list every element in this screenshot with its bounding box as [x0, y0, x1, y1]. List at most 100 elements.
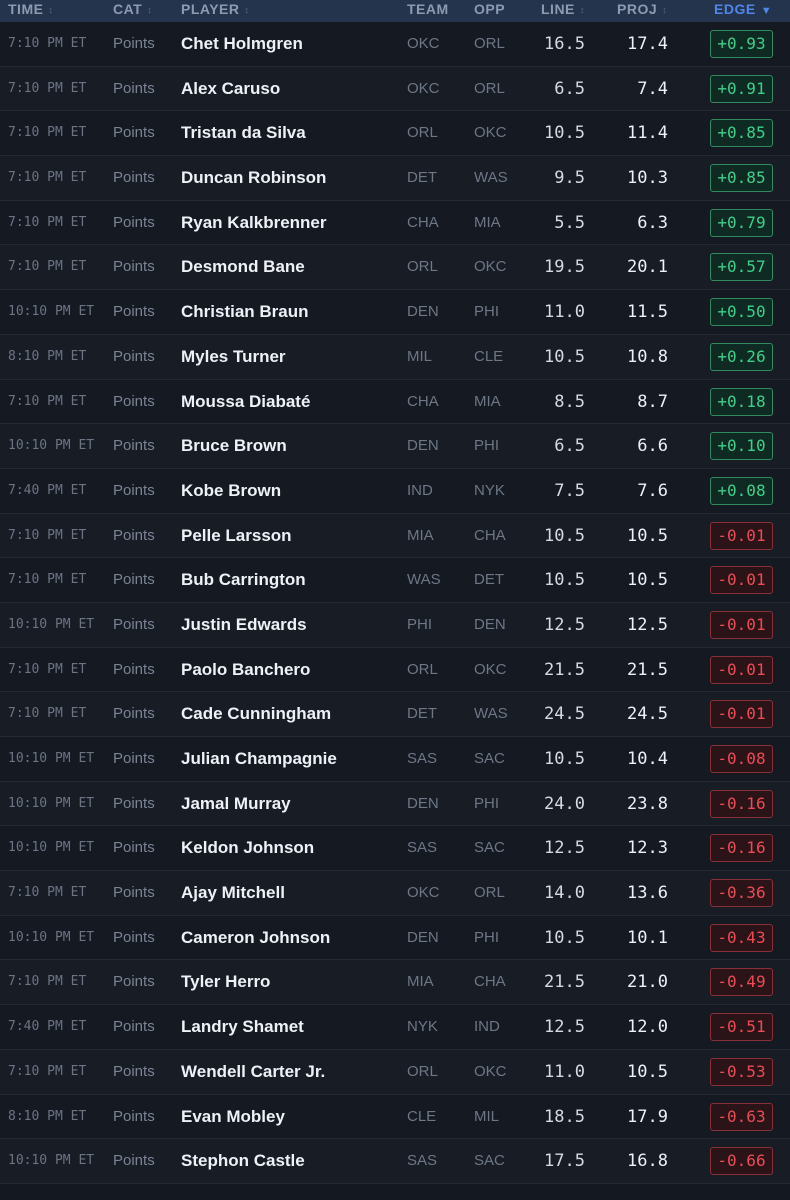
- table-row[interactable]: 10:10 PM ET Points Bruce Brown DEN PHI 6.5 6.6…: [0, 424, 790, 469]
- table-row[interactable]: 7:10 PM ET Points Cade Cunningham DET WAS 24.…: [0, 692, 790, 737]
- header-line[interactable]: LINE ↕: [541, 0, 585, 22]
- cell-line: 10.5: [544, 749, 585, 769]
- table-row[interactable]: 7:10 PM ET Points Chet Holmgren OKC ORL 16.5 1…: [0, 22, 790, 67]
- cell-player[interactable]: Stephon Castle: [181, 1151, 305, 1171]
- table-row[interactable]: 10:10 PM ET Points Stephon Castle SAS SAC 17.…: [0, 1139, 790, 1184]
- cell-player[interactable]: Tyler Herro: [181, 972, 271, 992]
- table-row[interactable]: 8:10 PM ET Points Evan Mobley CLE MIL 18.5 17.…: [0, 1094, 790, 1140]
- cell-player[interactable]: Chet Holmgren: [181, 34, 303, 53]
- cell-player[interactable]: Tristan da Silva: [181, 123, 306, 143]
- table-row[interactable]: 7:40 PM ET Points Landry Shamet NYK IND 12.5 1…: [0, 1005, 790, 1050]
- cell-proj: 12.0: [627, 1017, 668, 1038]
- cell-cat: Points: [113, 258, 155, 276]
- sort-updown-icon[interactable]: ↕: [244, 5, 250, 15]
- sort-updown-icon[interactable]: ↕: [579, 5, 585, 15]
- cell-team: DEN: [407, 437, 439, 455]
- cell-player[interactable]: Kobe Brown: [181, 480, 282, 500]
- table-row[interactable]: 8:10 PM ET Points Myles Turner MIL CLE 10.5 10…: [0, 334, 790, 380]
- cell-player[interactable]: Keldon Johnson: [181, 838, 315, 858]
- table-row[interactable]: 7:10 PM ET Points Alex Caruso OKC ORL 6.5 7.4 +…: [0, 66, 790, 112]
- cell-player[interactable]: Duncan Robinson: [181, 168, 327, 188]
- cell-time: 8:10 PM ET: [8, 348, 87, 364]
- cell-proj: 10.1: [627, 927, 668, 948]
- edge-badge: +0.18: [710, 387, 773, 416]
- sort-updown-icon[interactable]: ↕: [662, 5, 668, 15]
- edge-badge: +0.10: [710, 432, 773, 461]
- cell-line: 16.5: [544, 34, 585, 54]
- table-row[interactable]: 7:10 PM ET Points Ajay Mitchell OKC ORL 14.0 1…: [0, 871, 790, 916]
- cell-line: 5.5: [554, 212, 585, 233]
- cell-opp: OKC: [474, 258, 507, 276]
- table-row[interactable]: 7:10 PM ET Points Desmond Bane ORL OKC 19.5 20…: [0, 245, 790, 291]
- header-line-label: LINE: [541, 1, 575, 17]
- table-row[interactable]: 10:10 PM ET Points Julian Champagnie SAS SAC…: [0, 737, 790, 782]
- cell-proj: 10.3: [627, 168, 668, 189]
- cell-opp: MIL: [474, 1107, 500, 1125]
- cell-time: 10:10 PM ET: [8, 1153, 95, 1169]
- cell-proj: 10.8: [627, 346, 668, 367]
- cell-proj: 7.6: [637, 480, 668, 501]
- cell-player[interactable]: Cade Cunningham: [181, 704, 332, 724]
- table-row[interactable]: 10:10 PM ET Points Keldon Johnson SAS SAC 12.…: [0, 826, 790, 872]
- edge-badge: -0.01: [710, 566, 773, 595]
- cell-opp: ORL: [474, 884, 505, 902]
- table-row[interactable]: 7:10 PM ET Points Paolo Banchero ORL OKC 21.5…: [0, 647, 790, 693]
- cell-player[interactable]: Pelle Larsson: [181, 525, 292, 545]
- table-row[interactable]: 7:10 PM ET Points Duncan Robinson DET WAS 9.5…: [0, 156, 790, 201]
- cell-player[interactable]: Julian Champagnie: [181, 749, 337, 768]
- header-proj[interactable]: PROJ ↕: [617, 0, 667, 22]
- cell-line: 12.5: [544, 614, 585, 635]
- table-row[interactable]: 10:10 PM ET Points Christian Braun DEN PHI 11…: [0, 290, 790, 335]
- cell-team: SAS: [407, 750, 438, 767]
- cell-time: 7:10 PM ET: [8, 170, 87, 186]
- cell-player[interactable]: Evan Mobley: [181, 1106, 285, 1126]
- cell-time: 7:10 PM ET: [8, 36, 87, 51]
- edge-badge: -0.36: [710, 879, 773, 908]
- cell-time: 7:10 PM ET: [8, 527, 87, 543]
- cell-player[interactable]: Alex Caruso: [181, 78, 281, 98]
- cell-player[interactable]: Bub Carrington: [181, 570, 306, 590]
- sort-updown-icon[interactable]: ↕: [48, 5, 54, 15]
- cell-opp: WAS: [474, 705, 508, 723]
- cell-opp: CHA: [474, 526, 506, 544]
- cell-player[interactable]: Wendell Carter Jr.: [181, 1061, 326, 1081]
- cell-player[interactable]: Paolo Banchero: [181, 659, 311, 679]
- table-row[interactable]: 7:10 PM ET Points Ryan Kalkbrenner CHA MIA 5.…: [0, 200, 790, 246]
- cell-player[interactable]: Bruce Brown: [181, 436, 287, 456]
- header-edge[interactable]: EDGE ▼: [714, 0, 772, 22]
- table-row[interactable]: 10:10 PM ET Points Cameron Johnson DEN PHI 10…: [0, 915, 790, 961]
- cell-player[interactable]: Myles Turner: [181, 346, 286, 366]
- table-row[interactable]: 7:10 PM ET Points Tyler Herro MIA CHA 21.5 21.…: [0, 960, 790, 1006]
- cell-player[interactable]: Jamal Murray: [181, 793, 291, 813]
- cell-proj: 16.8: [627, 1151, 668, 1172]
- cell-player[interactable]: Moussa Diabaté: [181, 391, 311, 411]
- header-time[interactable]: TIME ↕: [8, 0, 53, 22]
- cell-player[interactable]: Cameron Johnson: [181, 927, 331, 947]
- cell-opp: OKC: [474, 1062, 507, 1080]
- cell-player[interactable]: Desmond Bane: [181, 257, 305, 277]
- table-row[interactable]: 7:10 PM ET Points Bub Carrington WAS DET 10.5…: [0, 558, 790, 603]
- header-cat[interactable]: CAT ↕: [113, 0, 152, 22]
- cell-player[interactable]: Landry Shamet: [181, 1017, 304, 1037]
- table-row[interactable]: 10:10 PM ET Points Jamal Murray DEN PHI 24.0 2…: [0, 781, 790, 827]
- cell-proj: 12.3: [627, 838, 668, 859]
- table-row[interactable]: 10:10 PM ET Points Justin Edwards PHI DEN 12.…: [0, 602, 790, 648]
- table-row[interactable]: 7:10 PM ET Points Moussa Diabaté CHA MIA 8.5 8…: [0, 379, 790, 425]
- cell-player[interactable]: Christian Braun: [181, 302, 309, 322]
- sort-updown-icon[interactable]: ↕: [147, 5, 153, 15]
- cell-player[interactable]: Justin Edwards: [181, 614, 307, 634]
- header-player[interactable]: PLAYER ↕: [181, 0, 250, 22]
- cell-team: ORL: [407, 1062, 438, 1080]
- edge-badge: +0.85: [710, 164, 773, 193]
- cell-time: 7:10 PM ET: [8, 885, 87, 901]
- table-row[interactable]: 7:10 PM ET Points Wendell Carter Jr. ORL OKC…: [0, 1049, 790, 1095]
- table-row[interactable]: 7:10 PM ET Points Pelle Larsson MIA CHA 10.5 1…: [0, 513, 790, 559]
- cell-player[interactable]: Ajay Mitchell: [181, 883, 285, 903]
- cell-player[interactable]: Ryan Kalkbrenner: [181, 212, 327, 232]
- cell-opp: ORL: [474, 79, 505, 97]
- table-row[interactable]: 7:40 PM ET Points Kobe Brown IND NYK 7.5 7.6 +0…: [0, 468, 790, 514]
- cell-proj: 24.5: [627, 704, 668, 725]
- cell-opp: DEN: [474, 615, 506, 633]
- table-row[interactable]: 7:10 PM ET Points Tristan da Silva ORL OKC 10…: [0, 111, 790, 157]
- sort-desc-icon[interactable]: ▼: [760, 5, 773, 17]
